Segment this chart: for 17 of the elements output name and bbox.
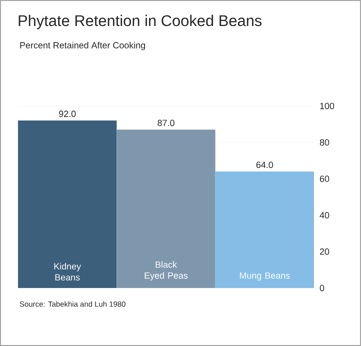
x-tick-label: Mung Beans: [240, 272, 290, 280]
y-tick-label: 80: [320, 139, 330, 146]
bar: [116, 130, 216, 288]
data-label: 64.0: [256, 162, 274, 168]
x-tick-label: Black Eyed Peas: [144, 261, 188, 280]
data-label: 92.0: [59, 110, 76, 118]
y-tick-label: 40: [320, 212, 330, 218]
chart-subtitle: Percent Retained After Cooking: [20, 42, 146, 50]
y-tick-label: 60: [320, 176, 330, 182]
y-tick-label: 100: [320, 102, 334, 110]
chart-title: Phytate Retention in Cooked Beans: [18, 14, 262, 30]
bar: [18, 120, 117, 288]
y-tick-label: 0: [320, 284, 324, 292]
bar: [215, 172, 314, 288]
data-label: 87.0: [158, 120, 174, 126]
x-tick-label: Kidney Beans: [54, 262, 82, 280]
y-tick-label: 20: [320, 248, 330, 255]
